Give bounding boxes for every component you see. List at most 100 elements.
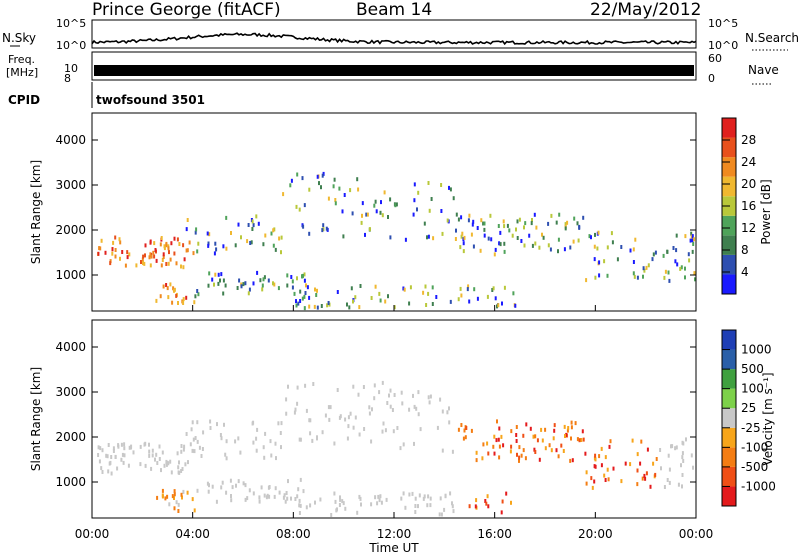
echo-cell [117,444,120,449]
echo-cell [169,257,172,262]
echo-cell [175,293,178,298]
echo-cell [128,252,131,257]
echo-cell [301,296,304,301]
echo-cell [428,208,431,213]
echo-cell [496,304,498,309]
echo-cell [667,453,670,458]
echo-cell [316,435,318,440]
echo-cell [636,452,639,457]
colorbar-swatch [722,254,736,275]
echo-cell [106,454,109,459]
echo-cell [166,286,169,291]
echo-cell [501,301,503,306]
echo-cell [178,470,181,475]
echo-cell [165,459,168,464]
echo-cell [642,274,644,279]
echo-cell [439,397,442,402]
echo-cell [449,187,452,192]
echo-cell [374,199,377,204]
echo-cell [672,246,675,250]
echo-cell [533,212,536,217]
echo-cell [690,453,693,458]
echo-cell [177,502,180,507]
echo-cell [299,289,302,294]
echo-cell [493,434,496,439]
echo-cell [443,507,446,512]
echo-cell [173,492,176,497]
station-title: Prince George (fitACF) [92,0,281,20]
echo-cell [629,462,632,467]
echo-cell [144,441,147,446]
echo-cell [674,259,677,264]
echo-cell [280,235,283,240]
echo-cell [313,304,316,309]
echo-cell [360,220,363,225]
echo-cell [196,439,199,444]
velocity-frame [91,319,697,519]
echo-cell [375,209,378,214]
echo-cell [154,248,157,252]
echo-cell [383,190,386,195]
echo-cell [667,270,670,275]
echo-cell [598,273,601,278]
echo-cell [687,252,690,257]
echo-cell [255,436,258,441]
echo-cell [606,467,609,472]
echo-cell [597,230,600,235]
echo-cell [413,441,415,446]
echo-cell [333,177,336,182]
echo-cell [225,456,228,461]
echo-cell [382,421,385,426]
echo-cell [328,417,331,422]
echo-cell [194,230,197,235]
echo-cell [569,245,572,250]
echo-cell [573,216,576,221]
echo-cell [366,212,369,217]
echo-cell [495,438,498,443]
y-tick-label: 2000 [55,430,86,444]
echo-cell [454,237,457,241]
echo-cell [280,421,283,426]
echo-cell [553,423,556,428]
echo-cell [430,197,433,201]
echo-cell [402,442,405,447]
echo-cell [175,261,178,266]
echo-cell [282,495,285,500]
echo-cell [503,241,506,246]
echo-cell [652,461,655,466]
echo-cell [165,283,168,287]
echo-cell [423,494,426,499]
date-title: 22/May/2012 [590,0,702,20]
echo-cell [582,437,585,442]
echo-cell [229,478,232,483]
echo-cell [413,198,416,203]
echo-cell [272,281,274,286]
echo-cell [541,232,543,237]
echo-cell [207,243,210,248]
echo-cell [248,488,251,493]
echo-cell [354,295,357,300]
echo-cell [180,449,183,454]
y-tick-label: 1000 [55,268,86,282]
echo-cell [99,246,102,251]
echo-cell [503,285,506,290]
echo-cell [557,237,560,242]
echo-cell [209,419,212,424]
echo-cell [251,227,254,231]
colorbar-tick-label: 24 [741,155,756,169]
echo-cell [222,291,225,296]
echo-cell [555,448,558,453]
echo-cell [194,436,197,440]
x-tick-label: 16:00 [477,527,512,541]
echo-cell [230,498,233,503]
echo-cell [578,438,581,443]
echo-cell [604,478,607,482]
echo-cell [114,235,117,240]
echo-cell [675,248,678,253]
echo-cell [209,426,212,430]
echo-cell [291,279,294,284]
echo-cell [640,439,643,444]
noise-tick-left-high: 10^5 [56,17,86,30]
echo-cell [315,293,318,297]
